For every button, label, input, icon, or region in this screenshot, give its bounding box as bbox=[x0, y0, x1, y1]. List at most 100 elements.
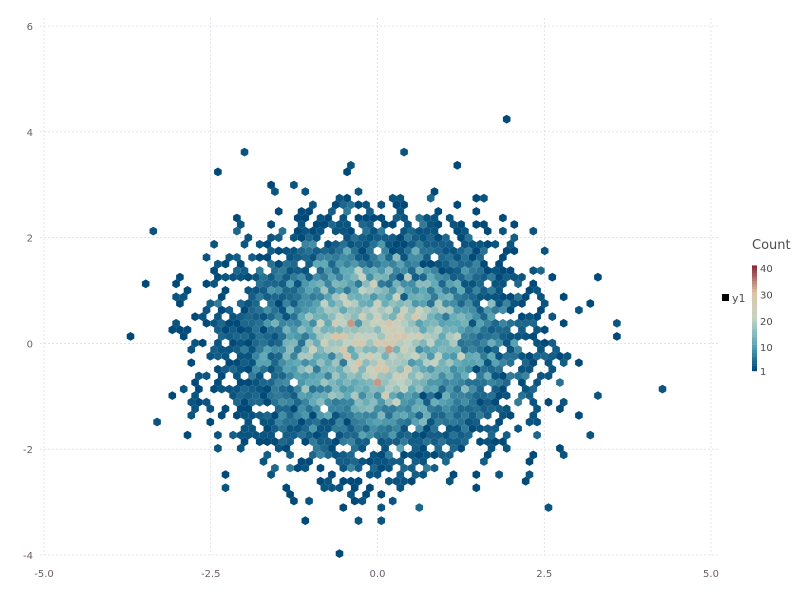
y-tick-label: 6 bbox=[27, 22, 33, 33]
hexbin-cell bbox=[502, 351, 511, 361]
hexbin-cell bbox=[419, 220, 427, 229]
hexbin-cell bbox=[297, 417, 306, 427]
hexbin-cell bbox=[141, 279, 150, 289]
hexbin-cell bbox=[350, 417, 359, 427]
hexbin-cell bbox=[312, 364, 321, 374]
hexbin-cell bbox=[267, 259, 275, 269]
hexbin-cell bbox=[392, 397, 401, 407]
hexbin-cell bbox=[502, 391, 511, 400]
hexbin-cell bbox=[369, 226, 378, 236]
hexbin-cell bbox=[457, 364, 465, 374]
hexbin-cell bbox=[430, 332, 439, 341]
hexbin-cell bbox=[381, 272, 389, 282]
hexbin-cell bbox=[377, 490, 386, 499]
hexbin-cell bbox=[202, 397, 211, 407]
hexbin-cell bbox=[297, 325, 306, 335]
hexbin-cell bbox=[225, 345, 234, 354]
y-tick-label: -4 bbox=[23, 551, 33, 562]
hexbin-cell bbox=[358, 286, 367, 295]
hexbin-cell bbox=[445, 424, 454, 433]
hexbin-cell bbox=[259, 272, 268, 282]
hexbin-cell bbox=[407, 450, 416, 460]
hexbin-cell bbox=[221, 272, 230, 282]
hexbin-cell bbox=[533, 338, 541, 348]
hexbin-cell bbox=[483, 450, 492, 460]
hexbin-cell bbox=[544, 397, 553, 407]
hexbin-cell bbox=[354, 397, 363, 407]
hexbin-cell bbox=[347, 318, 355, 328]
hexbin-cell bbox=[426, 286, 435, 295]
hexbin-cell bbox=[521, 318, 530, 328]
hexbin-cell bbox=[411, 286, 420, 295]
hexbin-cell bbox=[472, 391, 481, 400]
hexbin-cell bbox=[499, 292, 507, 302]
colorbar-segment bbox=[752, 331, 757, 335]
hexbin-cell bbox=[278, 226, 287, 236]
hexbin-cell bbox=[438, 437, 446, 447]
hexbin-cell bbox=[556, 351, 564, 361]
hexbin-cell bbox=[354, 516, 363, 526]
hexbin-cell bbox=[324, 397, 332, 407]
hexbin-cell bbox=[529, 397, 538, 407]
hexbin-cell bbox=[286, 279, 294, 289]
hexbin-cell bbox=[195, 397, 203, 407]
hexbin-cell bbox=[286, 371, 294, 381]
hexbin-cell bbox=[244, 430, 253, 440]
hexbin-cell bbox=[339, 476, 348, 486]
hexbin-cell bbox=[404, 430, 412, 440]
hexbin-cell bbox=[362, 345, 370, 354]
hexbin-cell bbox=[404, 312, 412, 322]
hexbin-cell bbox=[377, 279, 386, 289]
hexbin-cell bbox=[362, 437, 370, 447]
hexbin-cell bbox=[464, 378, 473, 387]
hexbin-cell bbox=[521, 476, 530, 486]
colorbar-segment bbox=[752, 278, 757, 282]
hexbin-cell bbox=[214, 430, 222, 440]
hexbin-cell bbox=[472, 351, 481, 361]
hexbin-cell bbox=[404, 272, 412, 282]
hexbin-cell bbox=[457, 404, 465, 414]
hexbin-cell bbox=[305, 299, 313, 308]
hexbin-cell bbox=[198, 338, 207, 348]
hexbin-cell bbox=[457, 259, 465, 269]
hexbin-cell bbox=[153, 417, 161, 427]
hexbin-cell bbox=[658, 384, 667, 394]
hexbin-cell bbox=[464, 430, 473, 440]
hexbin-cell bbox=[252, 364, 260, 374]
hexbin-cell bbox=[290, 180, 298, 190]
hexbin-cell bbox=[328, 299, 336, 308]
hexbin-cell bbox=[331, 358, 340, 368]
hexbin-cell bbox=[426, 378, 435, 387]
hexbin-cell bbox=[267, 233, 275, 243]
hexbin-cell bbox=[316, 411, 325, 420]
hexbin-cell bbox=[430, 213, 439, 223]
hexbin-cell bbox=[335, 272, 344, 282]
hexbin-cell bbox=[419, 299, 427, 308]
hexbin-cell bbox=[354, 305, 363, 315]
hexbin-cell bbox=[274, 378, 283, 387]
hexbin-cell bbox=[339, 279, 348, 289]
hexbin-cell bbox=[525, 391, 534, 400]
colorbar-tick-label: 40 bbox=[760, 264, 773, 275]
hexbin-cell bbox=[366, 457, 374, 466]
hexbin-cell bbox=[491, 397, 500, 407]
hexbin-cell bbox=[483, 358, 492, 368]
hexbin-cell bbox=[248, 345, 256, 354]
hexbin-cell bbox=[358, 220, 367, 229]
hexbin-cell bbox=[309, 411, 317, 420]
hexbin-cell bbox=[328, 378, 336, 387]
hexbin-cell bbox=[263, 253, 272, 262]
hexbin-cell bbox=[457, 351, 465, 361]
hexbin-cell bbox=[305, 233, 313, 243]
hexbin-cell bbox=[381, 391, 389, 400]
hexbin-cell bbox=[335, 299, 344, 308]
hexbin-cell bbox=[434, 430, 443, 440]
hexbin-cell bbox=[252, 338, 260, 348]
hexbin-cell bbox=[366, 325, 374, 335]
hexbin-cell bbox=[381, 233, 389, 243]
colorbar-segment bbox=[752, 297, 757, 300]
hexbin-cell bbox=[286, 358, 294, 368]
hexbin-cell bbox=[362, 292, 370, 302]
hexbin-cell bbox=[533, 404, 541, 414]
hexbin-cell bbox=[514, 318, 522, 328]
